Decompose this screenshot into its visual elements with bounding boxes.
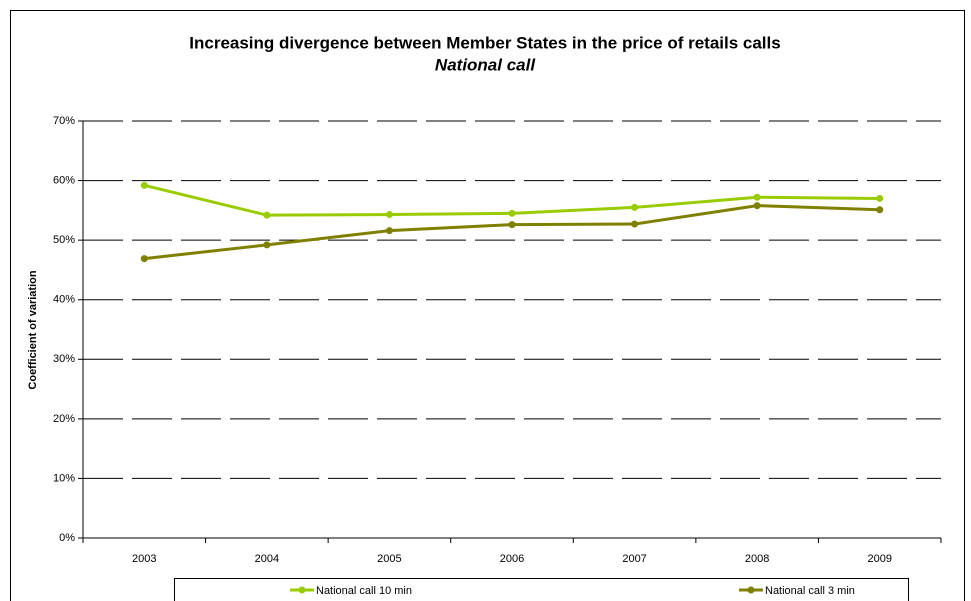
chart-title: Increasing divergence between Member Sta…	[189, 33, 780, 52]
point-marker	[508, 221, 516, 229]
point-marker	[508, 209, 516, 217]
y-tick-label: 0%	[59, 532, 75, 544]
y-tick-label: 70%	[53, 115, 75, 127]
x-tick-label: 2006	[500, 553, 524, 565]
point-marker	[140, 255, 148, 263]
y-tick-label: 10%	[53, 472, 75, 484]
x-tick-label: 2003	[132, 553, 156, 565]
y-tick-label: 20%	[53, 413, 75, 425]
legend-box	[174, 578, 909, 601]
point-marker	[631, 220, 639, 228]
legend-label: National call 3 min	[765, 585, 855, 597]
point-marker	[140, 181, 148, 189]
point-marker	[753, 202, 761, 210]
legend-marker	[298, 586, 306, 594]
x-tick-label: 2007	[622, 553, 646, 565]
x-tick-label: 2009	[867, 553, 891, 565]
legend-marker	[747, 586, 755, 594]
chart-frame	[10, 10, 965, 601]
point-marker	[876, 206, 884, 214]
point-marker	[631, 203, 639, 211]
x-tick-label: 2008	[745, 553, 769, 565]
legend-label: National call 10 min	[316, 585, 412, 597]
y-axis-label: Coefficient of variation	[27, 270, 39, 389]
x-tick-label: 2005	[377, 553, 401, 565]
y-tick-label: 50%	[53, 234, 75, 246]
point-marker	[263, 211, 271, 219]
point-marker	[753, 193, 761, 201]
y-tick-label: 60%	[53, 174, 75, 186]
y-tick-label: 40%	[53, 294, 75, 306]
point-marker	[876, 194, 884, 202]
point-marker	[385, 211, 393, 219]
x-tick-label: 2004	[255, 553, 279, 565]
point-marker	[385, 227, 393, 235]
point-marker	[263, 241, 271, 249]
y-tick-label: 30%	[53, 353, 75, 365]
chart-subtitle: National call	[435, 55, 536, 74]
